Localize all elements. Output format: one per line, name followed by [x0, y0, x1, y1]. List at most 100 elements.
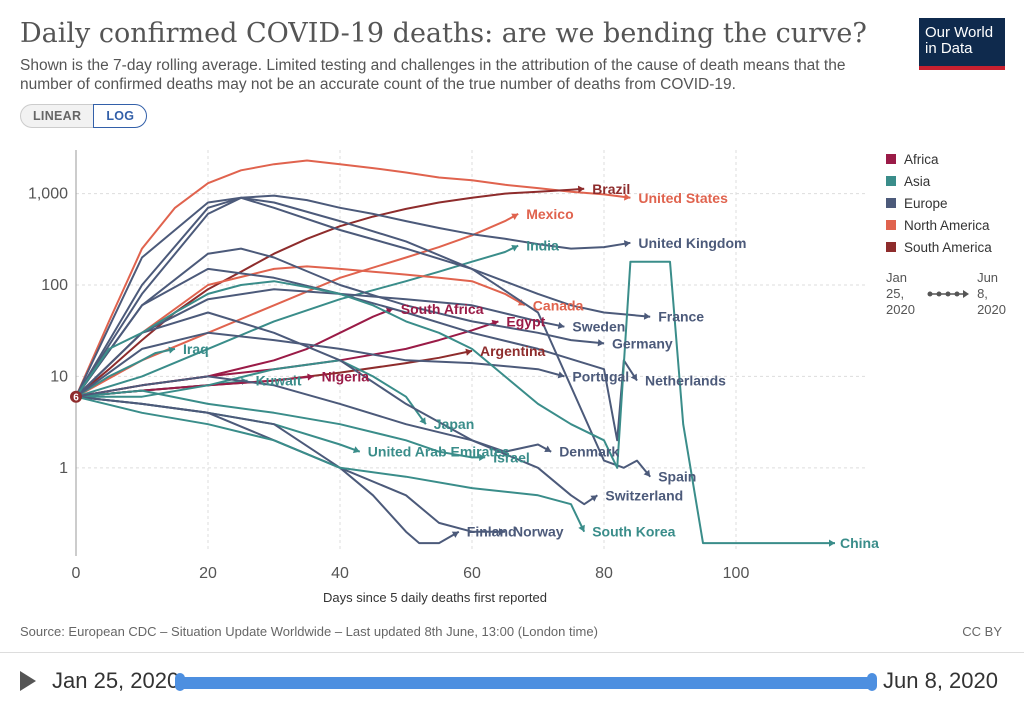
series-label-argentina[interactable]: Argentina	[480, 343, 546, 359]
start-value-label: 6	[73, 393, 79, 404]
europe-swatch	[886, 198, 896, 208]
series-line-portugal[interactable]	[75, 331, 565, 398]
series-labels: 6 United States Brazil Mexico United Kingdom…	[70, 181, 879, 551]
series-arrowhead	[829, 539, 835, 547]
timeline-start-handle[interactable]	[175, 673, 185, 691]
series-line-switzerland[interactable]	[75, 311, 598, 506]
license-link[interactable]: CC BY	[962, 624, 1002, 639]
legend-item-africa[interactable]: Africa	[886, 148, 992, 170]
series-line-mexico[interactable]	[75, 213, 519, 398]
timeline-end-handle[interactable]	[867, 673, 877, 691]
series-label-france[interactable]: France	[658, 309, 704, 325]
series-label-finland[interactable]: Finland	[467, 524, 517, 540]
region-legend: Africa Asia Europe North America South A…	[886, 148, 992, 258]
legend-item-south-america[interactable]: South America	[886, 236, 992, 258]
owid-logo[interactable]: Our World in Data	[919, 18, 1005, 70]
legend-label-europe: Europe	[904, 195, 948, 211]
log-scale-button[interactable]: LOG	[93, 104, 148, 128]
start-value-marker	[70, 390, 82, 403]
series-label-brazil[interactable]: Brazil	[592, 181, 630, 197]
series-label-egypt[interactable]: Egypt	[506, 313, 545, 329]
series-line-india[interactable]	[75, 244, 519, 398]
series-line-netherlands[interactable]	[75, 267, 638, 442]
x-tick-label: 80	[595, 565, 613, 582]
series-arrowhead	[578, 524, 585, 532]
series-label-nigeria[interactable]: Nigeria	[322, 368, 370, 384]
y-tick-label: 100	[41, 277, 68, 294]
series-line-united-kingdom[interactable]	[75, 194, 631, 398]
series-label-iraq[interactable]: Iraq	[183, 341, 209, 357]
range-end-day: 8,	[977, 286, 988, 301]
series-line-denmark[interactable]	[75, 375, 552, 453]
series-arrowhead	[307, 373, 314, 381]
legend-item-north-america[interactable]: North America	[886, 214, 992, 236]
series-arrowhead	[352, 446, 360, 454]
series-line-canada[interactable]	[75, 265, 526, 398]
scale-toggle: LINEAR LOG	[20, 104, 148, 128]
legend-label-north-america: North America	[904, 217, 990, 233]
series-label-mexico[interactable]: Mexico	[526, 206, 573, 222]
legend-item-europe[interactable]: Europe	[886, 192, 992, 214]
series-arrowhead	[465, 348, 472, 356]
series-line-china[interactable]	[75, 260, 835, 545]
linear-scale-button[interactable]: LINEAR	[20, 104, 94, 128]
chart-subtitle: Shown is the 7-day rolling average. Limi…	[20, 57, 846, 93]
series-line-south-korea[interactable]	[75, 395, 586, 533]
series-line-iraq[interactable]	[75, 347, 176, 398]
series-label-united-arab-emirates[interactable]: United Arab Emirates	[368, 444, 510, 460]
x-tick-label: 60	[463, 565, 481, 582]
legend-item-asia[interactable]: Asia	[886, 170, 992, 192]
series-line-israel[interactable]	[75, 389, 486, 459]
series-label-germany[interactable]: Germany	[612, 335, 673, 351]
series-label-united-states[interactable]: United States	[638, 190, 728, 206]
series-line-finland[interactable]	[75, 395, 460, 545]
series-label-china[interactable]: China	[840, 535, 879, 551]
series-label-south-africa[interactable]: South Africa	[401, 301, 484, 317]
series-line-united-states[interactable]	[75, 159, 631, 398]
series-line-spain[interactable]	[75, 196, 651, 478]
x-axis-label: Days since 5 daily deaths first reported	[323, 590, 547, 605]
africa-swatch	[886, 154, 896, 164]
series-line-japan[interactable]	[76, 359, 427, 425]
x-tick-label: 40	[331, 565, 349, 582]
series-line-france[interactable]	[75, 196, 651, 398]
range-start-month: Jan	[886, 270, 907, 285]
series-label-united-kingdom[interactable]: United Kingdom	[638, 235, 746, 251]
timeline-slider-track[interactable]	[175, 673, 877, 691]
logo-line-2: in Data	[925, 40, 973, 57]
x-tick-label: 100	[723, 565, 750, 582]
series-label-norway[interactable]: Norway	[513, 524, 564, 540]
date-range-legend: Jan 25, 2020 Jun 8, 2020	[886, 270, 1006, 330]
range-end-month: Jun	[977, 270, 999, 285]
timeline-bar: Jan 25, 2020 Jun 8, 2020	[0, 652, 1024, 712]
series-label-kuwait[interactable]: Kuwait	[256, 373, 302, 389]
chart-axes: 1 10 100 1,000 0 20 40 60 80 100	[28, 150, 749, 582]
range-start-day: 25,	[886, 286, 905, 301]
play-icon[interactable]	[20, 671, 36, 691]
series-arrowhead	[643, 469, 651, 477]
series-arrowhead	[491, 319, 499, 327]
series-label-japan[interactable]: Japan	[434, 416, 474, 432]
series-label-israel[interactable]: Israel	[493, 449, 530, 465]
series-arrowhead	[623, 193, 631, 201]
timeline-start-date: Jan 25, 2020	[52, 668, 180, 693]
series-arrowhead	[419, 417, 426, 425]
series-label-portugal[interactable]: Portugal	[572, 368, 629, 384]
x-tick-label: 20	[199, 565, 217, 582]
series-arrowhead	[590, 495, 598, 502]
series-label-canada[interactable]: Canada	[533, 297, 584, 313]
series-label-spain[interactable]: Spain	[658, 469, 696, 485]
series-label-netherlands[interactable]: Netherlands	[645, 373, 726, 389]
series-arrowhead	[597, 339, 604, 347]
series-label-denmark[interactable]: Denmark	[559, 444, 619, 460]
range-start-year: 2020	[886, 302, 915, 317]
series-arrowhead	[499, 528, 505, 536]
series-label-india[interactable]: India	[526, 238, 559, 254]
legend-label-africa: Africa	[904, 151, 939, 167]
chart-series	[75, 159, 835, 547]
series-label-sweden[interactable]: Sweden	[572, 319, 625, 335]
series-label-south-korea[interactable]: South Korea	[592, 524, 675, 540]
series-label-switzerland[interactable]: Switzerland	[605, 487, 683, 503]
legend-label-asia: Asia	[904, 173, 931, 189]
